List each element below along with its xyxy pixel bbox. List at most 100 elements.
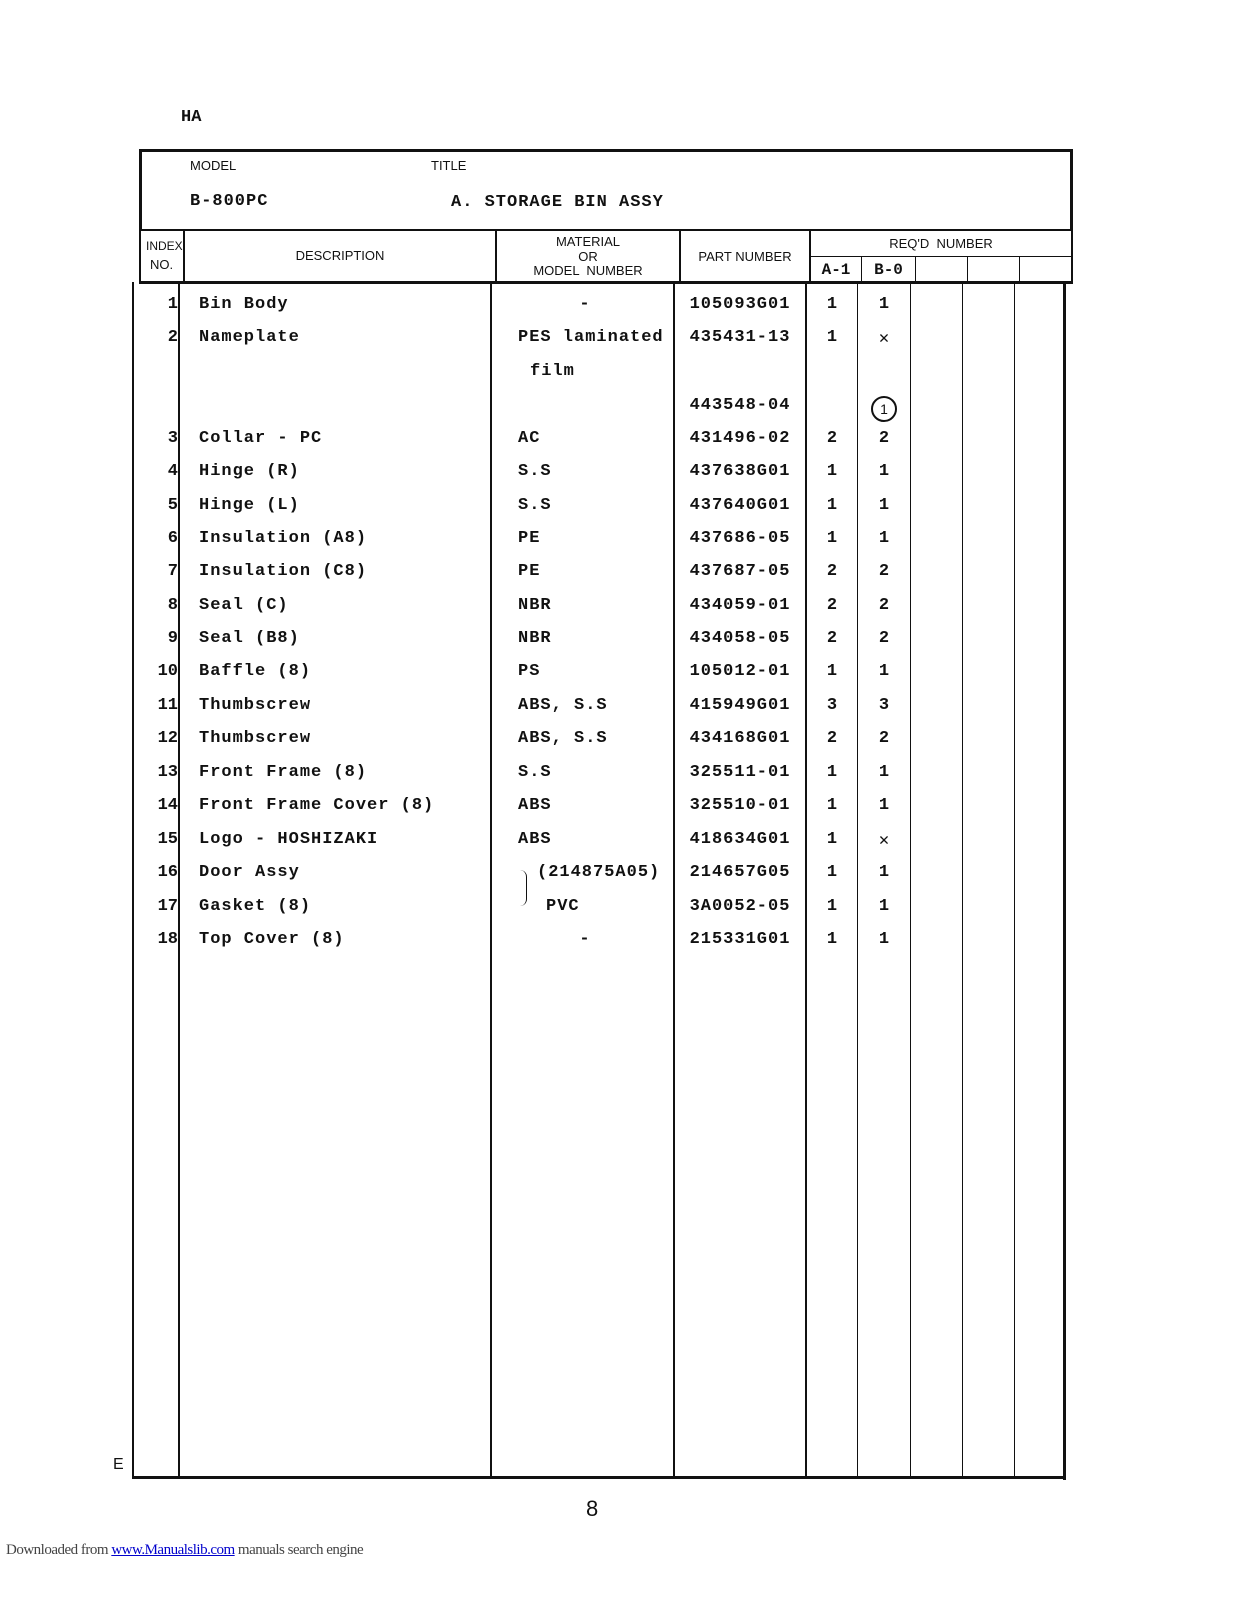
col-reqd-number: REQ'D NUMBER: [889, 236, 993, 251]
material: -: [579, 930, 591, 949]
material: ABS: [518, 830, 552, 849]
qty-b0: ✕: [878, 832, 890, 851]
col-material-2: OR: [578, 249, 598, 264]
description: Seal (C): [199, 596, 289, 615]
material: S.S: [518, 496, 552, 515]
side-mark: E: [113, 1456, 124, 1473]
qty-b0: 1: [878, 863, 890, 882]
material: ABS, S.S: [518, 696, 608, 715]
index-no: 17: [157, 897, 178, 916]
qty-a1: 1: [826, 796, 838, 815]
col-material-1: MATERIAL: [555, 234, 621, 249]
part-number: 434168G01: [689, 729, 791, 748]
description: Front Frame Cover (8): [199, 796, 435, 815]
col-variant-b: B-0: [874, 261, 903, 279]
model-value: B-800PC: [190, 192, 269, 211]
qty-a1: 1: [826, 529, 838, 548]
description: Front Frame (8): [199, 763, 368, 782]
part-number: 415949G01: [689, 696, 791, 715]
qty-b0: 2: [878, 596, 890, 615]
index-no: 8: [167, 596, 178, 615]
qty-b0: 1: [878, 462, 890, 481]
index-no: 18: [157, 930, 178, 949]
qty-b0: 1: [878, 796, 890, 815]
qty-a1: 2: [826, 729, 838, 748]
part-number: 443548-04: [689, 396, 791, 415]
qty-b0: 1: [878, 930, 890, 949]
qty-b0: 1: [878, 295, 890, 314]
qty-a1: 1: [826, 662, 838, 681]
qty-a1: 1: [826, 830, 838, 849]
index-no: 10: [157, 662, 178, 681]
col-index-1: INDEX: [146, 239, 183, 253]
description: Logo - HOSHIZAKI: [199, 830, 379, 849]
part-number: 105093G01: [689, 295, 791, 314]
part-number: 431496-02: [689, 429, 791, 448]
qty-b0: 1: [878, 496, 890, 515]
material: S.S: [518, 763, 552, 782]
material: -: [579, 295, 591, 314]
index-no: 12: [157, 729, 178, 748]
material: ABS: [518, 796, 552, 815]
qty-b0: 2: [878, 629, 890, 648]
description: Insulation (A8): [199, 529, 368, 548]
qty-a1: 1: [826, 863, 838, 882]
material: AC: [518, 429, 541, 448]
qty-b0: 1: [878, 529, 890, 548]
part-number: 437686-05: [689, 529, 791, 548]
index-no: 7: [167, 562, 178, 581]
download-footer: Downloaded from www.Manualslib.com manua…: [6, 1542, 364, 1559]
index-no: 14: [157, 796, 178, 815]
part-number: 325511-01: [689, 763, 791, 782]
description: Hinge (R): [199, 462, 300, 481]
qty-a1: 1: [826, 930, 838, 949]
qty-b0-circled: 1: [858, 396, 910, 422]
qty-b0: ✕: [878, 330, 890, 349]
part-number: 435431-13: [689, 328, 791, 347]
qty-a1: 1: [826, 763, 838, 782]
bracket: [520, 870, 527, 906]
qty-a1: 2: [826, 596, 838, 615]
qty-b0: 2: [878, 562, 890, 581]
index-no: 9: [167, 629, 178, 648]
material: NBR: [518, 596, 552, 615]
part-number: 215331G01: [689, 930, 791, 949]
description: Door Assy: [199, 863, 300, 882]
title-label: TITLE: [431, 158, 467, 173]
material: ABS, S.S: [518, 729, 608, 748]
index-no: 3: [167, 429, 178, 448]
col-description: DESCRIPTION: [295, 248, 385, 263]
description: Seal (B8): [199, 629, 300, 648]
description: Hinge (L): [199, 496, 300, 515]
material: PES laminated: [518, 328, 664, 347]
material: (214875A05): [537, 863, 661, 882]
part-number: 3A0052-05: [689, 897, 791, 916]
qty-b0: 1: [878, 763, 890, 782]
qty-b0: 2: [878, 729, 890, 748]
description: Baffle (8): [199, 662, 312, 681]
qty-b0: 1: [878, 662, 890, 681]
index-no: 6: [167, 529, 178, 548]
qty-a1: 1: [826, 897, 838, 916]
part-number: 214657G05: [689, 863, 791, 882]
description: Collar - PC: [199, 429, 323, 448]
qty-b0: 1: [878, 897, 890, 916]
part-number: 434059-01: [689, 596, 791, 615]
part-number: 437687-05: [689, 562, 791, 581]
page-code: HA: [181, 108, 202, 127]
part-number: 325510-01: [689, 796, 791, 815]
col-index-2: NO.: [150, 257, 174, 272]
index-no: 16: [157, 863, 178, 882]
qty-a1: 2: [826, 629, 838, 648]
qty-b0: 2: [878, 429, 890, 448]
part-number: 437638G01: [689, 462, 791, 481]
part-number: 437640G01: [689, 496, 791, 515]
description: Bin Body: [199, 295, 289, 314]
model-label: MODEL: [190, 158, 237, 173]
col-part-number: PART NUMBER: [698, 249, 792, 264]
qty-a1: 1: [826, 496, 838, 515]
qty-a1: 1: [826, 328, 838, 347]
qty-a1: 1: [826, 462, 838, 481]
part-number: 418634G01: [689, 830, 791, 849]
manualslib-link[interactable]: www.Manualslib.com: [111, 1542, 235, 1558]
